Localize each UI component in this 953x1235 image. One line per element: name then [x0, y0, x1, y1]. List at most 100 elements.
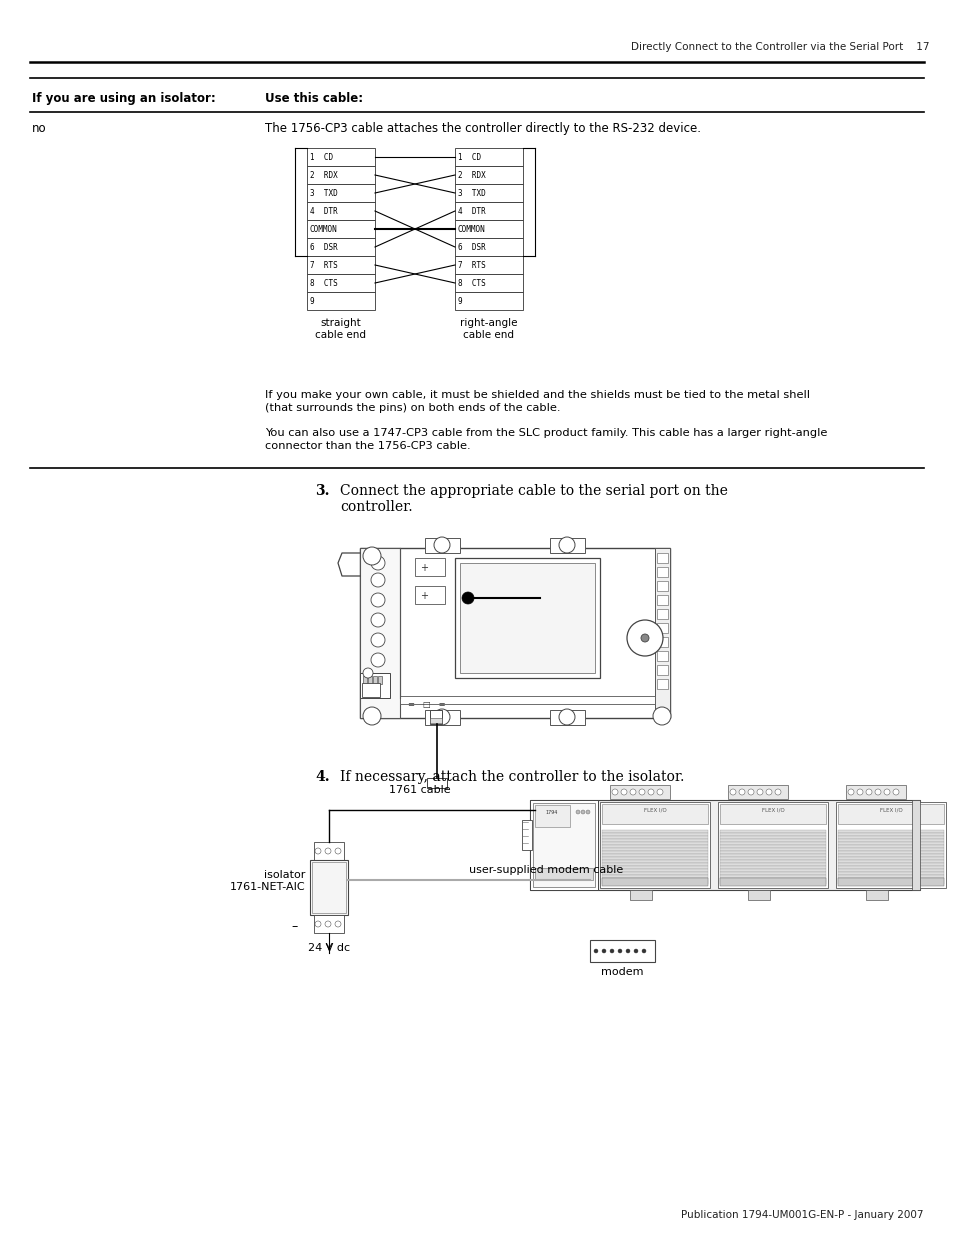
Circle shape — [363, 547, 380, 564]
Bar — [312, 862, 346, 913]
Bar — [601, 863, 707, 866]
Text: 1794: 1794 — [545, 810, 558, 815]
Text: 7  RTS: 7 RTS — [457, 261, 485, 269]
Bar — [747, 890, 769, 900]
Circle shape — [371, 634, 385, 647]
Bar — [609, 785, 669, 799]
Text: 4  DTR: 4 DTR — [457, 206, 485, 215]
Bar — [307, 274, 375, 291]
Circle shape — [639, 789, 644, 795]
Circle shape — [371, 653, 385, 667]
Bar — [535, 805, 569, 827]
Bar — [837, 839, 943, 841]
Circle shape — [612, 789, 618, 795]
Text: 6  DSR: 6 DSR — [457, 242, 485, 252]
Bar — [601, 881, 707, 883]
Bar — [720, 863, 825, 866]
Circle shape — [618, 948, 621, 953]
Bar — [720, 860, 825, 862]
Bar — [720, 881, 825, 883]
Circle shape — [641, 948, 645, 953]
Bar — [455, 184, 522, 203]
Text: The 1756-CP3 cable attaches the controller directly to the RS-232 device.: The 1756-CP3 cable attaches the controll… — [265, 122, 700, 135]
Bar — [727, 785, 787, 799]
Text: isolator
1761-NET-AIC: isolator 1761-NET-AIC — [229, 869, 305, 892]
Bar — [657, 567, 667, 577]
Bar — [599, 802, 709, 888]
Bar — [720, 836, 825, 839]
Bar — [720, 832, 825, 836]
Circle shape — [363, 706, 380, 725]
Bar — [720, 857, 825, 860]
Text: 1761 cable: 1761 cable — [389, 785, 450, 795]
Text: 2  RDX: 2 RDX — [457, 170, 485, 179]
Bar — [359, 548, 399, 718]
Bar — [837, 832, 943, 836]
Bar — [720, 830, 825, 832]
Circle shape — [325, 848, 331, 853]
Text: straight
cable end: straight cable end — [315, 317, 366, 340]
Bar — [307, 165, 375, 184]
Bar — [601, 876, 707, 878]
Bar — [911, 800, 919, 890]
Bar — [720, 878, 825, 885]
Circle shape — [363, 668, 373, 678]
Bar — [550, 538, 584, 553]
Circle shape — [335, 921, 340, 927]
Circle shape — [625, 948, 629, 953]
Text: 2  RDX: 2 RDX — [310, 170, 337, 179]
Bar — [837, 881, 943, 883]
Bar — [601, 857, 707, 860]
Bar — [837, 845, 943, 847]
Text: FLEX I/O: FLEX I/O — [643, 808, 666, 813]
Bar — [837, 863, 943, 866]
Circle shape — [594, 948, 598, 953]
Bar — [455, 148, 522, 165]
Text: FLEX I/O: FLEX I/O — [760, 808, 783, 813]
Circle shape — [371, 593, 385, 606]
Circle shape — [609, 948, 614, 953]
Bar — [455, 238, 522, 256]
Text: 24 V dc: 24 V dc — [308, 944, 350, 953]
Bar — [720, 872, 825, 874]
Bar — [718, 802, 827, 888]
Circle shape — [874, 789, 880, 795]
Bar — [657, 664, 667, 676]
Bar — [601, 878, 707, 881]
Bar — [373, 676, 376, 684]
Bar — [424, 538, 459, 553]
Bar — [601, 839, 707, 841]
Bar — [427, 778, 447, 788]
Text: modem: modem — [600, 967, 642, 977]
Bar — [550, 710, 584, 725]
Text: 8  CTS: 8 CTS — [457, 279, 485, 288]
Bar — [307, 148, 375, 165]
Bar — [424, 710, 459, 725]
Bar — [837, 876, 943, 878]
Bar — [601, 878, 707, 885]
Bar — [601, 845, 707, 847]
Bar — [837, 860, 943, 862]
Bar — [837, 857, 943, 860]
Bar — [314, 915, 344, 932]
Bar — [601, 832, 707, 836]
Text: If you make your own cable, it must be shielded and the shields must be tied to : If you make your own cable, it must be s… — [265, 390, 809, 414]
Bar — [845, 785, 905, 799]
Bar — [535, 868, 593, 881]
Bar — [601, 869, 707, 872]
Bar — [363, 676, 367, 684]
Text: 1  CD: 1 CD — [310, 152, 333, 162]
Bar — [430, 710, 441, 724]
Bar — [657, 679, 667, 689]
Bar — [359, 548, 669, 718]
Bar — [720, 853, 825, 857]
Text: +: + — [419, 563, 428, 573]
Bar — [657, 637, 667, 647]
Circle shape — [892, 789, 898, 795]
Bar — [657, 609, 667, 619]
Bar — [307, 184, 375, 203]
Bar — [601, 853, 707, 857]
Bar — [837, 866, 943, 868]
Text: no: no — [32, 122, 47, 135]
Text: If you are using an isolator:: If you are using an isolator: — [32, 91, 215, 105]
